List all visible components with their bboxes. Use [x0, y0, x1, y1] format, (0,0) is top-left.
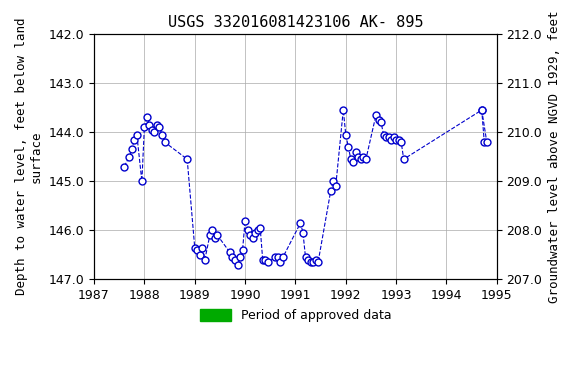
Y-axis label: Groundwater level above NGVD 1929, feet: Groundwater level above NGVD 1929, feet [548, 10, 561, 303]
Y-axis label: Depth to water level, feet below land
surface: Depth to water level, feet below land su… [15, 18, 43, 295]
Bar [122, 280, 424, 287]
Title: USGS 332016081423106 AK- 895: USGS 332016081423106 AK- 895 [168, 15, 423, 30]
Legend: Period of approved data: Period of approved data [195, 304, 396, 327]
Bar [477, 280, 494, 287]
